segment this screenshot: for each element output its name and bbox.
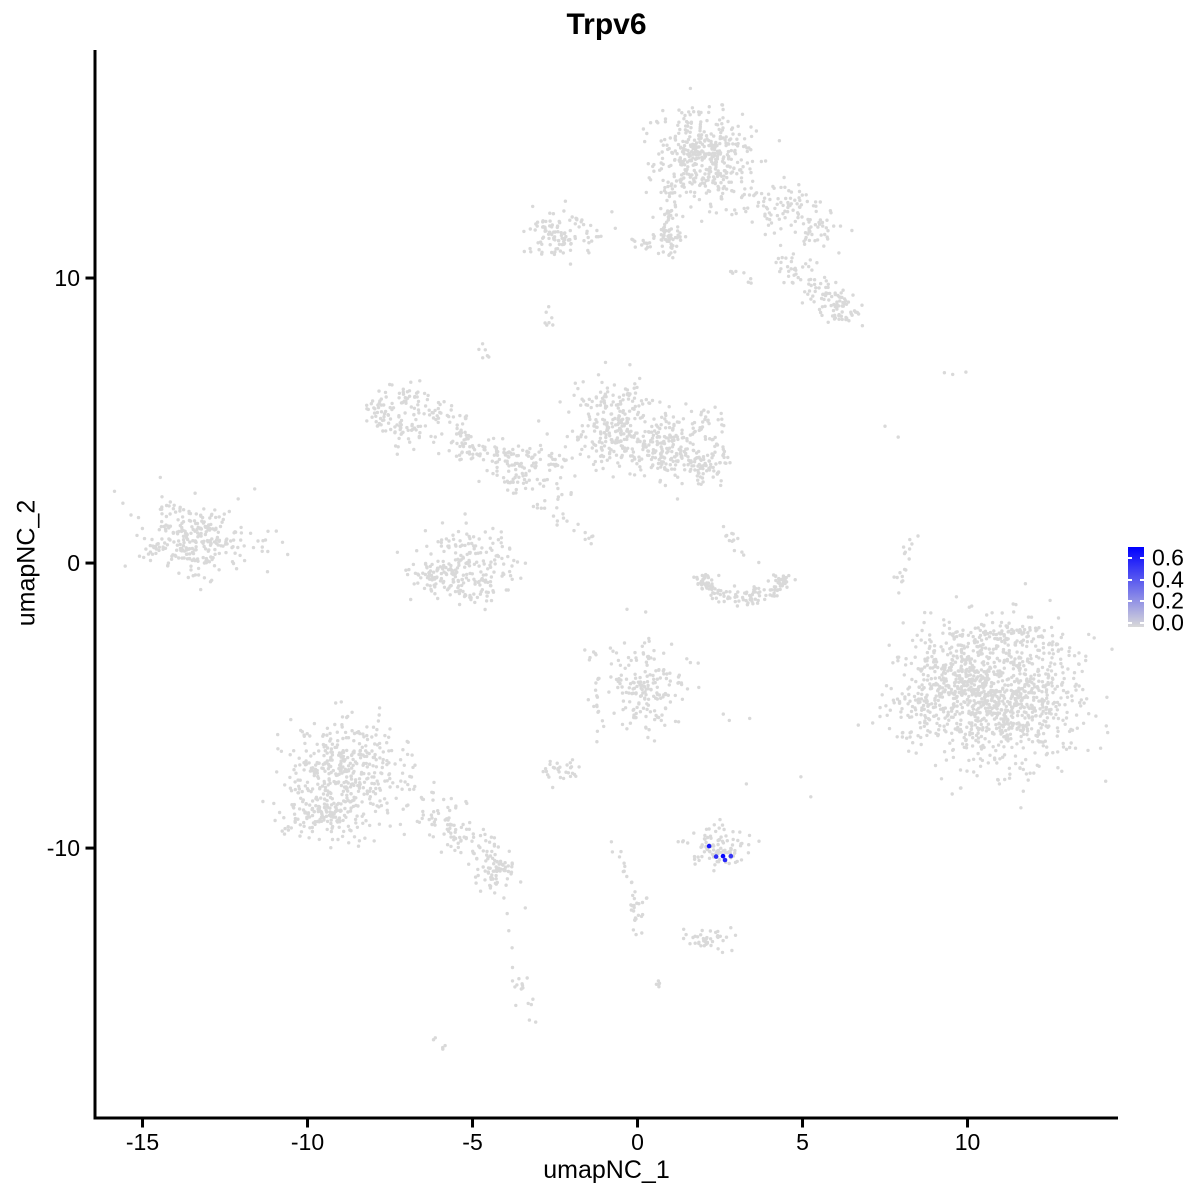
- colorbar-tick-notch: [1140, 578, 1144, 581]
- x-tick-label: 0: [631, 1129, 644, 1155]
- y-tick-label: 10: [54, 265, 80, 291]
- colorbar-tick-label: 0.0: [1152, 609, 1184, 636]
- x-tick-label: -15: [126, 1129, 159, 1155]
- x-tick-label: 10: [955, 1129, 981, 1155]
- expressing-cell-point: [706, 843, 712, 849]
- colorbar-tick-notch: [1128, 622, 1132, 624]
- colorbar-tick-notch: [1128, 578, 1132, 581]
- colorbar-tick-notch: [1140, 556, 1144, 559]
- y-axis-label: umapNC_2: [12, 499, 41, 627]
- expressing-cell-point: [728, 853, 734, 859]
- colorbar-tick-notch: [1128, 600, 1132, 603]
- colorbar-tick-label: 0.2: [1152, 587, 1184, 614]
- axes: -15 -10 -5 0 5 10 10 0 -10: [47, 50, 1118, 1155]
- x-axis-label: umapNC_1: [543, 1156, 670, 1184]
- x-tick-label: -10: [291, 1129, 324, 1155]
- colorbar-legend: [1128, 547, 1144, 627]
- y-tick-label: 0: [67, 550, 80, 576]
- x-tick-label: -5: [462, 1129, 482, 1155]
- expressing-cell-point: [713, 854, 719, 859]
- colorbar-tick-notch: [1140, 600, 1144, 603]
- plot-title: Trpv6: [566, 8, 647, 41]
- colorbar-tick-label: 0.6: [1152, 544, 1184, 571]
- x-tick-label: 5: [796, 1129, 809, 1155]
- expressing-cells-layer: [706, 843, 734, 863]
- colorbar-tick-label: 0.4: [1152, 566, 1184, 593]
- expressing-cell-point: [722, 857, 728, 863]
- colorbar-tick-notch: [1128, 556, 1132, 559]
- expressing-cell-point: [720, 853, 726, 859]
- colorbar-gradient: [1128, 547, 1144, 627]
- colorbar-tick-notch: [1140, 622, 1144, 624]
- points-layer: [112, 86, 1114, 1051]
- y-tick-label: -10: [47, 835, 80, 861]
